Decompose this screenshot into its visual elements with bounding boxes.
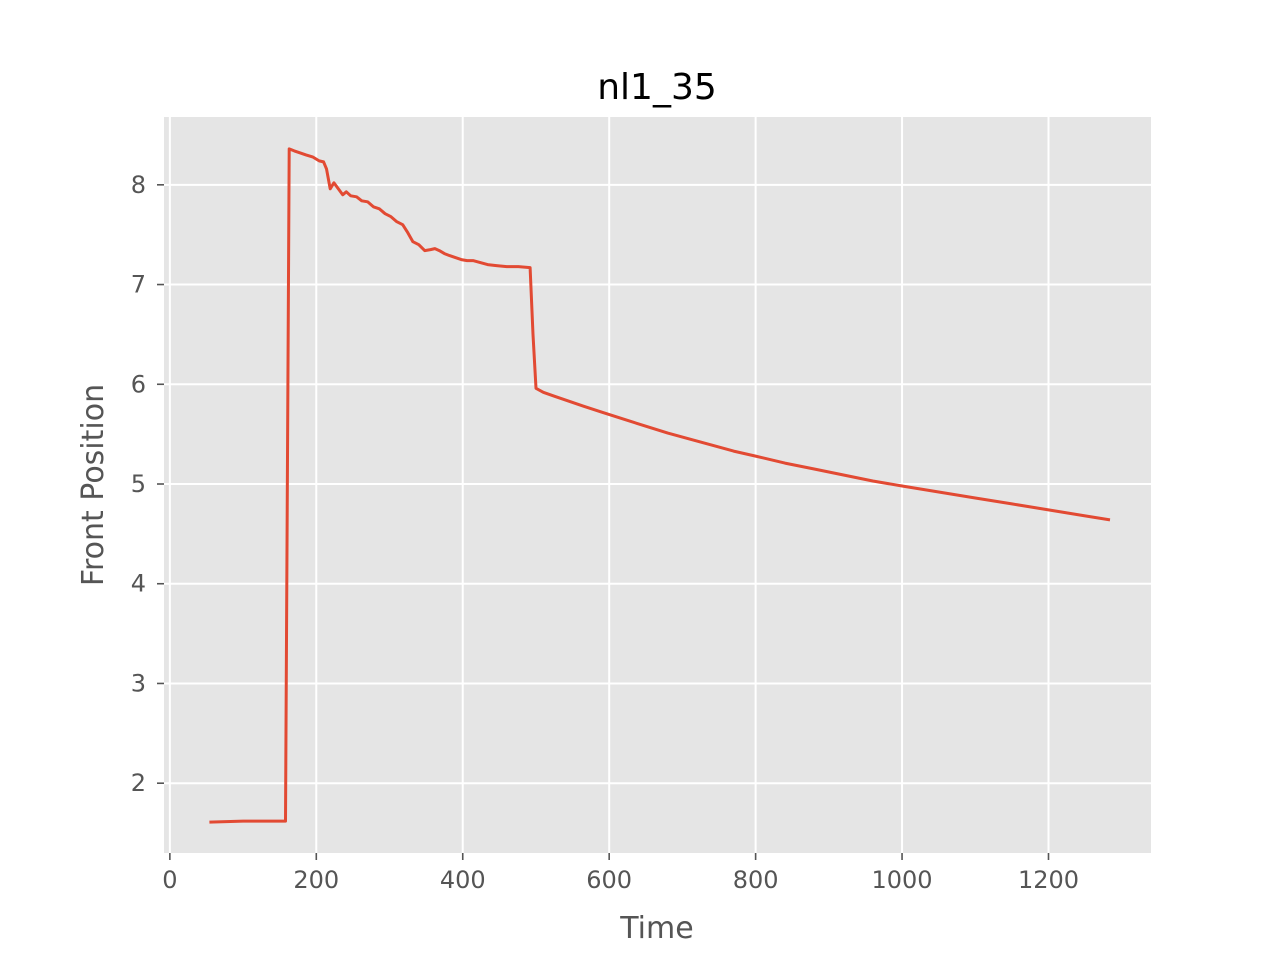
x-axis-label: Time — [619, 911, 693, 946]
y-tick-label: 6 — [131, 370, 146, 398]
series-layer — [209, 147, 1111, 824]
y-tick-label: 2 — [131, 769, 146, 797]
y-tick-label: 8 — [131, 171, 146, 199]
y-tick-label: 4 — [131, 570, 146, 598]
y-axis-label: Front Position — [76, 384, 111, 586]
grid — [164, 117, 1151, 853]
x-tick-label: 0 — [162, 866, 177, 894]
x-tick-label: 1000 — [872, 866, 933, 894]
chart-title: nl1_35 — [597, 67, 717, 108]
x-tick-label: 600 — [586, 866, 632, 894]
x-tick-label: 200 — [293, 866, 339, 894]
y-tick-label: 3 — [131, 669, 146, 697]
series-line — [209, 147, 1111, 824]
x-tick-label: 800 — [733, 866, 779, 894]
x-tick-label: 400 — [440, 866, 486, 894]
y-tick-label: 7 — [131, 271, 146, 299]
x-tick-label: 1200 — [1018, 866, 1079, 894]
y-tick-label: 5 — [131, 470, 146, 498]
ticks: 0 200 400 600 800 1000 1200 2 3 4 5 6 7 8 — [131, 171, 1079, 894]
